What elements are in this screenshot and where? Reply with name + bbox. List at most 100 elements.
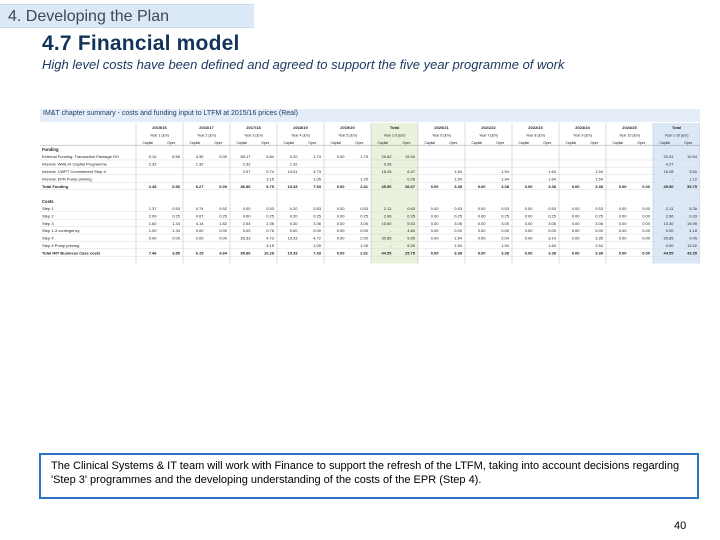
year-header: 2024/25 (622, 125, 637, 130)
total-column-shade (371, 123, 418, 264)
cost-row-cell: 0.00 (642, 213, 651, 218)
cost-row-cell: 9.95 (407, 236, 416, 241)
cost-row-cell: 0.00 (642, 250, 651, 255)
cost-row-cell: 0.00 (572, 228, 581, 233)
cost-row-cell: 0.53 (501, 206, 510, 211)
cost-row-cell: - (390, 228, 392, 233)
cost-row-cell: 9.45 (689, 236, 698, 241)
cost-row-cell: 0.00 (219, 236, 228, 241)
opex-subheader: Opex (684, 141, 692, 145)
slide-title: 4.7 Financial model (42, 32, 240, 55)
cost-row-cell: 0.00 (243, 228, 252, 233)
cost-row-cell: 3.14 (548, 236, 557, 241)
page-number: 40 (674, 520, 687, 532)
cost-row-cell: 0.76 (266, 228, 275, 233)
funding-row-cell: 1.05 (313, 176, 322, 181)
slide-subtitle: High level costs have been defined and a… (42, 57, 565, 72)
funding-row-cell: 1.79 (360, 154, 369, 159)
year-subheader: Year 7 (£m) (479, 133, 498, 137)
cost-row-cell: 0.00 (572, 250, 581, 255)
year-header: 2016/17 (199, 125, 214, 130)
cost-row-cell: 11.52 (687, 243, 697, 248)
funding-row-label: Internal: CWPT Commitment Step 4 (42, 169, 107, 174)
cost-row-label: Total IMT Business Case costs (42, 250, 101, 255)
cost-row-cell: 2.11 (384, 206, 392, 211)
cost-row-cell: 0.25 (219, 213, 228, 218)
cost-row-cell: 3.38 (454, 250, 463, 255)
cost-row-cell: 0.53 (595, 206, 604, 211)
cost-row-cell: 3.06 (548, 221, 557, 226)
cost-row-cell: 10.28 (264, 250, 275, 255)
funding-row-cell: 1.12 (689, 176, 698, 181)
cost-row-cell: 0.25 (172, 213, 181, 218)
opex-subheader: Opex (167, 141, 175, 145)
funding-row-cell: 4.27 (666, 162, 675, 167)
cost-row-cell: 7.43 (313, 250, 322, 255)
cost-row-cell: 0.00 (525, 250, 534, 255)
funding-row-cell: 0.74 (266, 169, 275, 174)
cost-row-cell: 3.05 (501, 221, 510, 226)
funding-row-cell: 10.94 (687, 154, 698, 159)
cost-row-label: Step 2 (42, 213, 54, 218)
funding-row-cell: 15.33 (287, 184, 298, 189)
cost-row-cell: 0.25 (548, 213, 557, 218)
year-subheader: Year 5 (£m) (338, 133, 357, 137)
funding-row-cell: 20.31 (663, 154, 674, 159)
funding-row-cell: - (672, 176, 674, 181)
funding-row-cell: 0.00 (478, 184, 487, 189)
cost-row-cell: 0.00 (196, 236, 205, 241)
table-title: IM&T chapter summary - costs and funding… (43, 110, 298, 117)
cost-row-cell: 4.14 (196, 221, 205, 226)
cost-row-cell: 0.63 (407, 206, 416, 211)
funding-row-cell: 1.25 (360, 176, 369, 181)
capital-subheader: Capital (518, 141, 529, 145)
opex-subheader: Opex (261, 141, 269, 145)
cost-row-cell: 0.25 (266, 213, 275, 218)
cost-row-cell: 0.00 (478, 213, 487, 218)
cost-row-cell: 3.38 (595, 250, 604, 255)
cost-row-cell: 30.85 (663, 236, 674, 241)
cost-row-label: Step 3 (42, 221, 54, 226)
cost-row-cell: 1.00 (149, 228, 158, 233)
funding-row-cell: 1.64 (548, 176, 557, 181)
cost-row-cell: 0.25 (595, 213, 604, 218)
cost-row-cell: 0.00 (290, 228, 299, 233)
year-header: Total (390, 125, 399, 130)
funding-row-cell: 14.01 (287, 169, 298, 174)
cost-row-label: Step 1 (42, 206, 54, 211)
cost-row-cell: 0.00 (478, 221, 487, 226)
note-callout: The Clinical Systems & IT team will work… (39, 453, 699, 499)
cost-row-cell: 0.25 (313, 213, 322, 218)
funding-row-cell: 2.32 (243, 162, 252, 167)
funding-row-cell: 1.54 (454, 176, 463, 181)
cost-row-cell: 0.00 (642, 206, 651, 211)
cost-row-cell: 0.25 (501, 213, 510, 218)
cost-row-cell: 0.00 (572, 213, 581, 218)
cost-row-cell: 0.00 (243, 213, 252, 218)
opex-subheader: Opex (543, 141, 551, 145)
opex-subheader: Opex (590, 141, 598, 145)
cost-row-cell: 2.09 (149, 213, 158, 218)
cost-row-cell: 0.00 (642, 228, 651, 233)
cost-row-cell: 43.35 (687, 250, 698, 255)
year-header: 2015/16 (152, 125, 167, 130)
funding-row-cell: 35.75 (687, 184, 698, 189)
funding-row-cell: 1.54 (454, 169, 463, 174)
cost-row-cell: 0.00 (548, 228, 557, 233)
cost-row-cell: 85.86 (240, 250, 251, 255)
cost-row-cell: 0.00 (525, 206, 534, 211)
cost-row-cell: 2.54 (243, 221, 252, 226)
opex-subheader: Opex (402, 141, 410, 145)
cost-row-cell: 0.67 (196, 213, 205, 218)
funding-row-cell: 5.84 (266, 154, 275, 159)
cost-row-cell: 0.20 (290, 206, 299, 211)
capital-subheader: Capital (659, 141, 670, 145)
capital-subheader: Capital (565, 141, 576, 145)
cost-row-cell: 0.00 (337, 250, 346, 255)
opex-subheader: Opex (355, 141, 363, 145)
funding-row-cell: 29.62 (381, 154, 392, 159)
funding-row-label: Internal: EPR Pump priming (42, 176, 92, 181)
capital-subheader: Capital (142, 141, 153, 145)
cost-row-cell: 10.60 (381, 221, 392, 226)
funding-row-cell: 6.47 (407, 169, 416, 174)
